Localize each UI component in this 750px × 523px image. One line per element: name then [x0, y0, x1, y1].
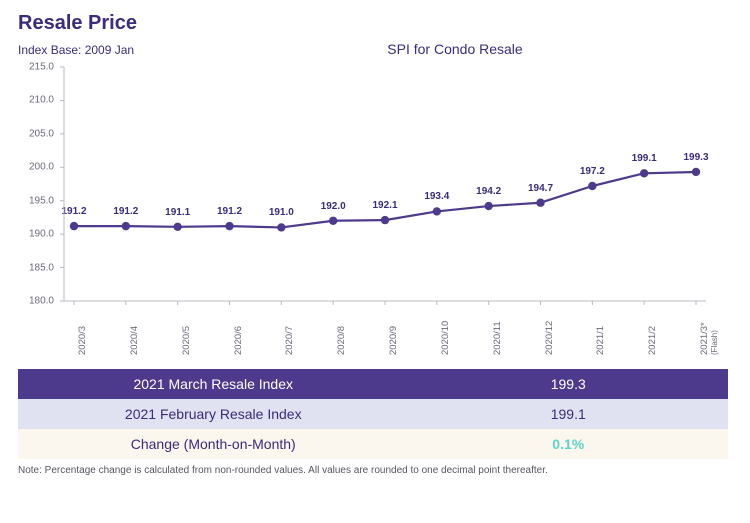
table-row-value: 199.3	[409, 369, 729, 399]
page-title: Resale Price	[18, 12, 732, 35]
table-row-value: 199.1	[409, 399, 729, 429]
table-row-value: 0.1%	[409, 429, 729, 459]
summary-table: 2021 March Resale Index199.32021 Februar…	[18, 369, 728, 459]
table-row: 2021 February Resale Index199.1	[18, 399, 728, 429]
table-row-label: 2021 February Resale Index	[18, 399, 409, 429]
table-row: Change (Month-on-Month)0.1%	[18, 429, 728, 459]
header-row: Index Base: 2009 Jan SPI for Condo Resal…	[18, 41, 732, 57]
resale-line-chart: 180.0185.0190.0195.0200.0205.0210.0215.0…	[18, 63, 728, 363]
table-row-label: 2021 March Resale Index	[18, 369, 409, 399]
chart-title: SPI for Condo Resale	[178, 41, 732, 57]
table-row: 2021 March Resale Index199.3	[18, 369, 728, 399]
footnote: Note: Percentage change is calculated fr…	[18, 465, 732, 476]
table-row-label: Change (Month-on-Month)	[18, 429, 409, 459]
